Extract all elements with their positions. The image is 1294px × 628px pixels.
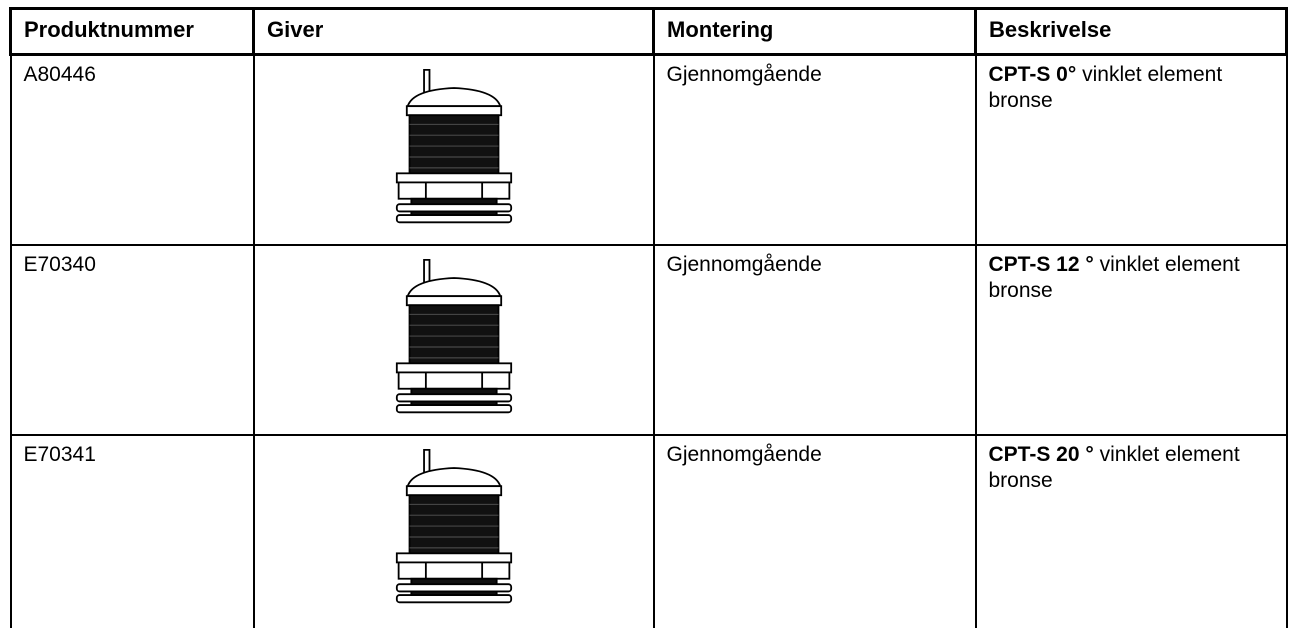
description: CPT-S 20 ° vinklet element bronse xyxy=(976,435,1287,628)
description: CPT-S 0° vinklet element bronse xyxy=(976,55,1287,246)
mounting: Gjennomgående xyxy=(654,55,976,246)
product-number: E70340 xyxy=(11,245,254,435)
column-header: Produktnummer xyxy=(11,9,254,55)
description-model: CPT-S 20 ° xyxy=(989,443,1094,466)
transducer-image-cell xyxy=(254,435,654,628)
transducer-image-cell xyxy=(254,245,654,435)
mounting: Gjennomgående xyxy=(654,245,976,435)
mounting: Gjennomgående xyxy=(654,435,976,628)
transducer-illustration xyxy=(395,448,513,606)
column-header: Montering xyxy=(654,9,976,55)
column-header: Giver xyxy=(254,9,654,55)
transducer-illustration xyxy=(395,258,513,416)
description-model: CPT-S 12 ° xyxy=(989,253,1094,276)
column-header: Beskrivelse xyxy=(976,9,1287,55)
product-number: E70341 xyxy=(11,435,254,628)
description: CPT-S 12 ° vinklet element bronse xyxy=(976,245,1287,435)
description-model: CPT-S 0° xyxy=(989,63,1077,86)
transducer-image-cell xyxy=(254,55,654,246)
transducer-illustration xyxy=(395,68,513,226)
product-number: A80446 xyxy=(11,55,254,246)
